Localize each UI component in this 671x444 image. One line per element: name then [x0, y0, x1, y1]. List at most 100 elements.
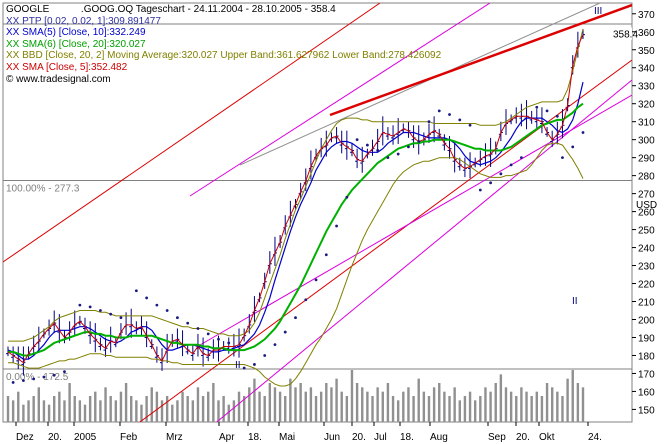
volume-bar — [63, 400, 66, 422]
sar-dot — [242, 366, 246, 370]
series-line-sma-20 — [8, 102, 584, 357]
y-tick-label: 350 — [638, 46, 655, 57]
y-tick-label: 370 — [638, 10, 655, 21]
sar-dot — [145, 296, 149, 300]
volume-bar — [150, 387, 153, 422]
sar-dot — [304, 298, 308, 302]
volume-bar — [181, 391, 184, 422]
y-tick-label: 310 — [638, 118, 655, 129]
sar-dot — [407, 145, 410, 149]
x-tick-label: 18. — [248, 432, 262, 443]
sar-dot — [437, 109, 441, 113]
volume-bar — [258, 391, 261, 422]
volume-bar — [83, 404, 87, 422]
legend-entry-sma10: XX SMA(5) [Close, 10]:332.249 — [6, 27, 146, 39]
y-tick-label: 300 — [638, 136, 655, 147]
sar-dot — [227, 341, 231, 345]
volume-bar — [27, 400, 30, 422]
chart-legend: GOOGLE .GOOG.OQ Tageschart - 24.11.2004 … — [6, 4, 441, 85]
y-tick-label: 220 — [638, 280, 655, 291]
y-tick-label: 260 — [638, 208, 655, 219]
legend-entry-sma20: XX SMA(6) [Close, 20]:320.027 — [6, 38, 146, 50]
volume-bar — [176, 400, 179, 422]
sar-dot — [88, 305, 92, 309]
volume-bar — [412, 396, 415, 422]
volume-bar — [525, 391, 528, 422]
volume-bar — [284, 396, 287, 422]
x-tick-label: Jul — [374, 432, 387, 443]
volume-bar — [207, 391, 210, 422]
volume-bar — [58, 391, 61, 422]
series-line-upper-band — [8, 28, 584, 342]
chart-title: GOOGLE — [6, 4, 50, 15]
y-tick-label: 330 — [638, 82, 655, 93]
volume-bar — [443, 391, 446, 422]
sar-dot — [314, 278, 318, 282]
sar-dot — [499, 172, 503, 176]
volume-bar — [340, 391, 343, 422]
watermark-icon: © — [6, 73, 14, 85]
volume-bar — [37, 387, 41, 422]
volume-bar — [376, 387, 379, 422]
volume-bar — [515, 396, 518, 422]
volume-bar — [540, 396, 544, 422]
x-tick-label: Dez — [16, 432, 34, 443]
volume-bar — [135, 400, 138, 422]
volume-bar — [222, 396, 225, 422]
sar-dot — [324, 253, 328, 257]
trend-channel-line — [215, 79, 632, 422]
x-tick-label: Aug — [430, 432, 448, 443]
y-tick-label: 250 — [638, 226, 655, 237]
volume-bar — [509, 391, 513, 422]
volume-bar — [145, 396, 148, 422]
volume-bar — [268, 383, 272, 422]
volume-bar — [237, 391, 241, 422]
volume-bar — [263, 396, 266, 422]
volume-bar — [248, 387, 251, 422]
volume-bar — [366, 391, 369, 422]
volume-bar — [11, 400, 15, 422]
volume-bar — [468, 391, 472, 422]
volume-bar — [427, 396, 431, 422]
sar-dot — [99, 309, 102, 312]
volume-bar — [88, 396, 92, 422]
volume-bar — [253, 378, 256, 422]
volume-bar — [448, 396, 451, 422]
volume-bar — [432, 387, 436, 422]
volume-bar — [545, 383, 549, 422]
sar-dot — [396, 152, 400, 156]
volume-bar — [494, 383, 497, 422]
y-tick-label: 190 — [638, 333, 655, 344]
volume-bar — [299, 383, 302, 422]
plot-frame — [2, 2, 633, 423]
volume-bar — [201, 396, 205, 422]
volume-bar — [160, 400, 164, 422]
last-price-box — [612, 27, 632, 40]
volume-bar — [561, 396, 564, 422]
sar-dot — [509, 163, 513, 167]
volume-bar — [22, 404, 25, 422]
volume-bar — [556, 391, 559, 422]
sar-dot — [109, 312, 113, 316]
series-line-lower-band — [8, 142, 584, 387]
volume-bar — [535, 391, 538, 422]
sar-dot — [294, 316, 297, 320]
chart-symbol: .GOOG.OQ — [80, 4, 134, 15]
x-tick-label: Okt — [539, 432, 555, 443]
volume-bar — [458, 400, 461, 422]
sar-dot — [78, 303, 82, 307]
volume-bar — [530, 396, 533, 422]
sar-dot — [555, 114, 559, 118]
volume-bar — [361, 387, 364, 422]
volume-bar — [391, 396, 395, 422]
sar-dot — [489, 181, 492, 185]
x-tick-label: 20. — [352, 432, 366, 443]
volume-bar — [232, 400, 236, 422]
x-tick-label: Sep — [488, 432, 506, 443]
volume-bar — [309, 387, 313, 422]
sar-dot — [335, 224, 338, 228]
sar-dot — [427, 120, 431, 124]
volume-bar — [242, 396, 246, 422]
volume-bar — [325, 383, 328, 422]
